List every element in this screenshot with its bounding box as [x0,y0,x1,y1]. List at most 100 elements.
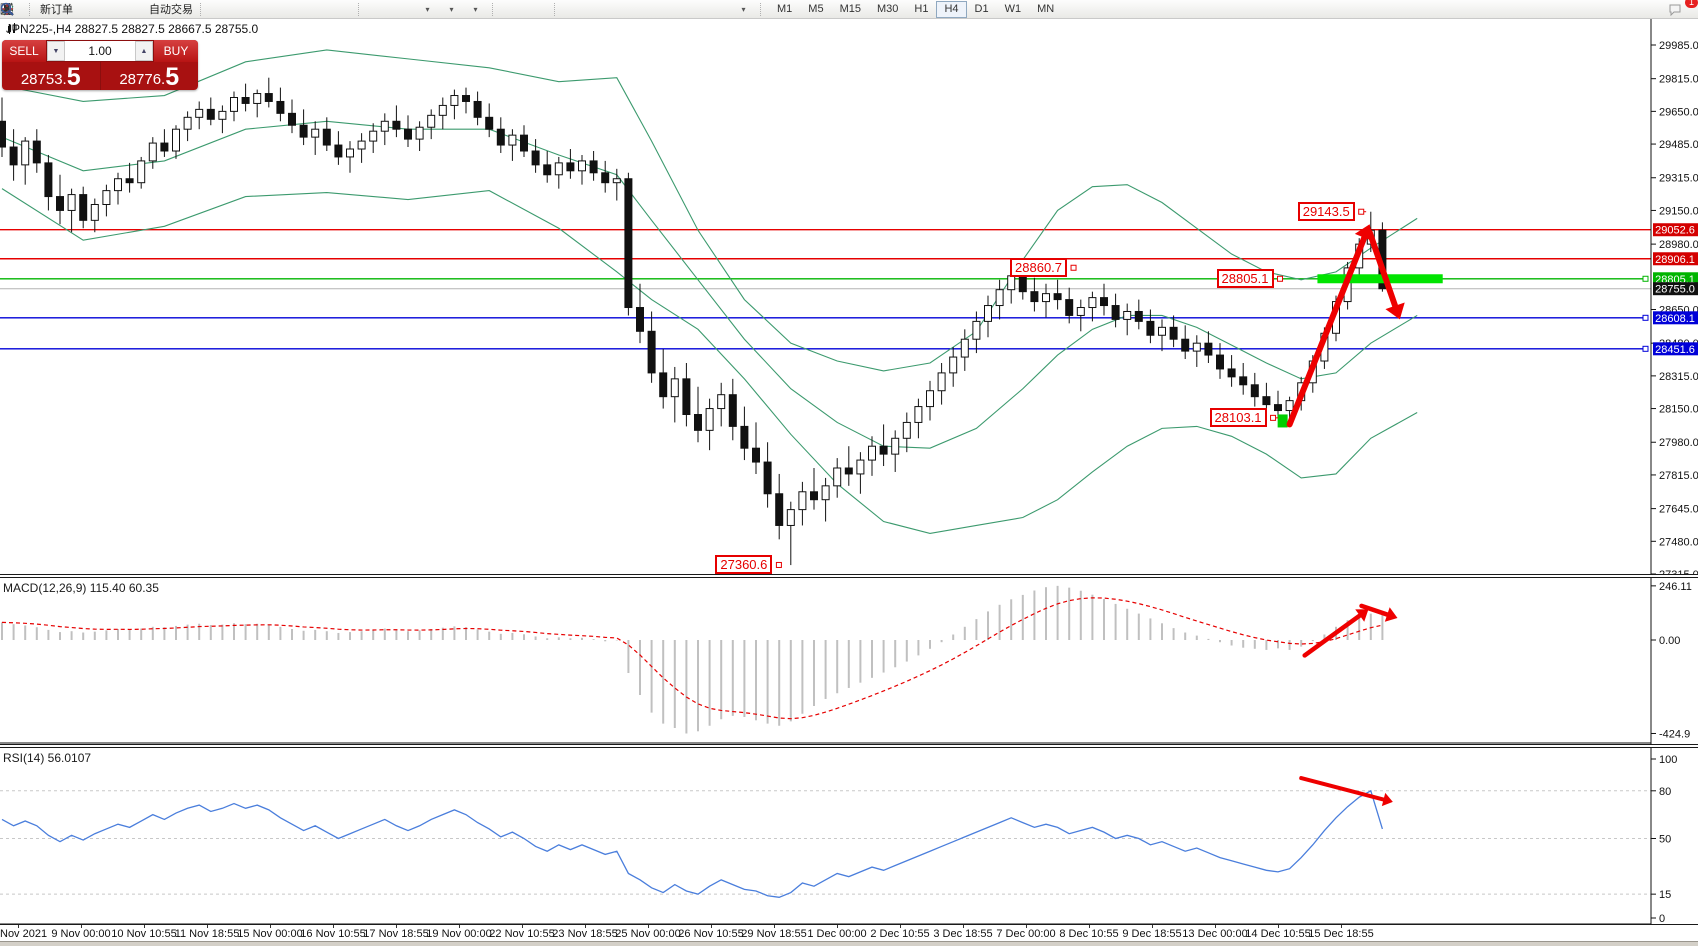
rsi-arrow[interactable] [1299,776,1393,807]
text-label-tool-button[interactable]: T [1,1,731,17]
one-click-trade-panel: SELL ▼ 1.00 ▲ BUY 28753. 5 28776. 5 [2,40,198,90]
time-axis-tick [270,925,271,928]
sell-price-pip: 5 [66,63,81,90]
dropdown-caret-icon: ▾ [449,4,454,14]
time-axis-tick [18,925,19,928]
timeframe-button-m5[interactable]: M5 [808,2,824,15]
svg-text:0.00: 0.00 [1659,635,1680,647]
chart-shift-button[interactable] [3,1,391,17]
sell-price[interactable]: 28753. 5 [2,62,101,90]
volume-decrease-button[interactable]: ▼ [47,41,65,61]
sell-button[interactable]: SELL [2,40,46,62]
macd-panel[interactable]: 246.11 0.00 -424.9 [0,578,1698,744]
svg-text:28150.0: 28150.0 [1659,404,1698,416]
volume-increase-button[interactable]: ▲ [135,41,153,61]
toolbar-separator [358,2,364,16]
svg-text:29485.0: 29485.0 [1659,139,1698,151]
svg-text:15: 15 [1659,889,1671,901]
arrows-tool-button[interactable]: ▾ [1,1,755,17]
search-button[interactable] [0,1,1660,17]
svg-text:28980.0: 28980.0 [1659,239,1698,251]
price-annotation-label[interactable]: 29143.5 [1297,202,1355,222]
green-zone-rect[interactable] [1277,274,1443,428]
time-axis-tick [774,925,775,928]
buy-button[interactable]: BUY [154,40,198,62]
svg-text:T: T [4,5,10,15]
chart-icon [8,23,17,34]
timeframe-button-m30[interactable]: M30 [876,2,899,15]
eraser-icon[interactable] [1,1,99,17]
zoom-out-button[interactable] [1,1,329,17]
bollinger-bands [1,49,1418,534]
time-axis-label: 3 Dec 18:55 [933,928,993,940]
fibonacci-tool-button[interactable]: F [1,1,683,17]
time-axis-label: Nov 2021 [0,928,48,940]
chart-window-icon[interactable] [1,1,123,17]
text-tool-button[interactable]: A [3,1,707,17]
tile-windows-button[interactable] [1,1,353,17]
horizontal-line-tool-button[interactable] [1,1,611,17]
bar-chart-type-button[interactable] [1,1,233,17]
candlestick-type-button[interactable] [1,1,257,17]
price-axis[interactable]: 29985.0 29815.0 29650.0 29485.0 29315.0 29150… [1650,18,1698,574]
signals-icon[interactable] [1,1,147,17]
time-axis-tick [585,925,586,928]
equidistant-channel-tool-button[interactable]: E [0,1,659,17]
volume-input[interactable]: 1.00 [88,44,112,58]
notification-badge: 1 [1685,0,1698,8]
time-axis-label: 2 Dec 10:55 [870,928,930,940]
zoom-in-button[interactable] [1,1,305,17]
new-order-button[interactable]: 新订单 [1,1,75,17]
auto-scroll-button[interactable] [2,1,415,17]
timeframe-button-d1[interactable]: D1 [974,2,989,15]
price-annotation-label[interactable]: 27360.6 [715,555,773,575]
timeframe-button-m15[interactable]: M15 [839,2,861,15]
trendline-tool-button[interactable] [0,1,635,17]
templates-button[interactable]: ▾ [1,1,487,17]
periods-button[interactable]: ▾ [1,1,463,17]
svg-text:28906.1: 28906.1 [1655,254,1695,266]
price-annotation-label[interactable]: 28860.7 [1010,258,1068,278]
panel-separator[interactable] [0,574,1698,578]
timeframe-button-m1[interactable]: M1 [777,2,793,15]
timeframe-button-h1[interactable]: H1 [914,2,929,15]
svg-text:29815.0: 29815.0 [1659,74,1698,86]
textA-icon: A [3,2,12,16]
time-axis-tick [1278,925,1279,928]
svg-text:A: A [3,2,12,16]
rsi-axis[interactable]: 100 80 50 15 0 [0,748,1677,925]
sell-price-main: 28753. [20,71,67,88]
trend-arrows[interactable] [1286,224,1405,428]
time-axis-tick [1341,925,1342,928]
notifications-button[interactable]: 1 [1668,0,1698,17]
timeframe-button-w1[interactable]: W1 [1004,2,1022,15]
rsi-panel[interactable]: 100 80 50 15 0 [0,748,1698,925]
price-annotation-label[interactable]: 28805.1 [1216,269,1274,289]
macd-arrows[interactable] [1302,603,1398,658]
svg-text:27315.0: 27315.0 [1659,569,1698,574]
indicators-button[interactable]: ▾ [2,1,439,17]
crosshair-tool-button[interactable] [1,1,549,17]
price-annotation-label[interactable]: 28103.1 [1209,408,1267,428]
buy-price[interactable]: 28776. 5 [101,62,199,90]
svg-text:29150.0: 29150.0 [1659,205,1698,217]
annotation-connectors [775,208,1367,568]
buy-price-pip: 5 [165,63,180,90]
timeframe-button-h4[interactable]: H4 [936,0,967,18]
time-axis[interactable]: Nov 2021 9 Nov 00:00 10 Nov 10:55 11 Nov 18… [0,925,1698,941]
time-axis-tick [333,925,334,928]
cursor-tool-button[interactable] [4,1,525,17]
svg-text:28315.0: 28315.0 [1659,371,1698,383]
panel-separator[interactable] [0,744,1698,748]
rsi-line [1,789,1384,898]
macd-axis[interactable]: 246.11 0.00 -424.9 [0,578,1692,744]
timeframe-button-mn[interactable]: MN [1037,2,1055,15]
line-chart-type-button[interactable] [0,1,281,17]
main-chart[interactable]: 29985.0 29815.0 29650.0 29485.0 29315.0 29150… [0,18,1698,574]
svg-text:246.11: 246.11 [1659,581,1692,593]
vertical-line-tool-button[interactable] [6,1,587,17]
time-axis-label: 15 Dec 18:55 [1308,928,1374,940]
autotrade-button[interactable]: 自动交易 [3,1,195,17]
price-hlines[interactable] [0,229,1651,352]
